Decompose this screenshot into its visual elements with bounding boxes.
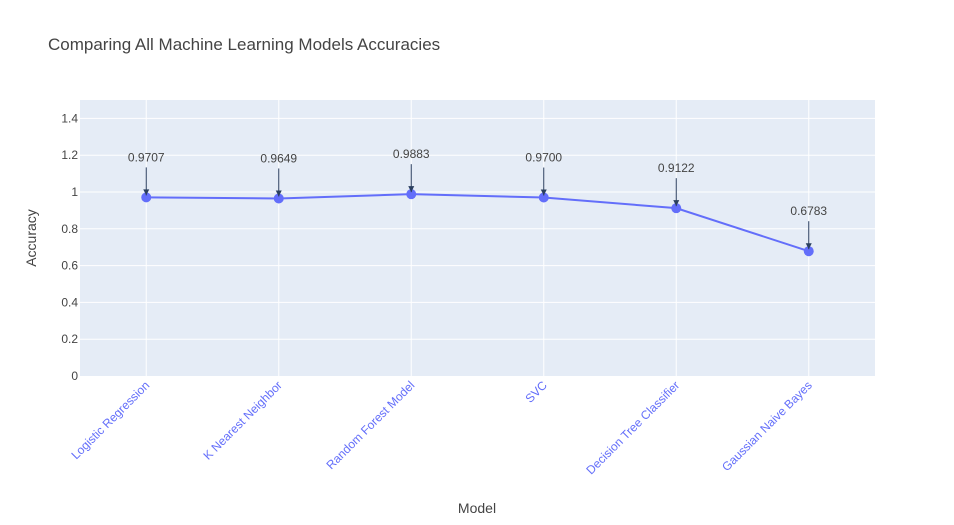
- x-tick-label: Gaussian Naive Bayes: [719, 378, 815, 474]
- x-axis-title: Model: [458, 500, 496, 516]
- data-point[interactable]: [671, 203, 682, 214]
- annotation-arrowhead: [540, 189, 547, 196]
- annotation-label: 0.9649: [260, 151, 297, 165]
- y-tick-label: 0: [71, 369, 78, 383]
- data-point[interactable]: [406, 189, 417, 200]
- data-point[interactable]: [141, 192, 152, 203]
- annotation-label: 0.9707: [128, 150, 165, 164]
- annotations: 0.9707 0.9649 0.9883 0.9700 0.9122 0.6783: [128, 147, 827, 250]
- x-tick-label: Decision Tree Classifier: [583, 378, 682, 477]
- y-axis-title: Accuracy: [23, 209, 39, 267]
- x-axis-ticks: Logistic Regression K Nearest Neighbor Ran…: [68, 378, 814, 477]
- annotation-label: 0.9883: [393, 147, 430, 161]
- annotation-arrowhead: [275, 190, 282, 197]
- data-point[interactable]: [538, 192, 549, 203]
- y-tick-label: 1.2: [61, 148, 78, 162]
- x-tick-label: Logistic Regression: [68, 378, 152, 462]
- y-tick-label: 1: [71, 185, 78, 199]
- y-tick-label: 0.8: [61, 222, 78, 236]
- annotation-arrowhead: [805, 243, 812, 250]
- series-line-group: [141, 189, 814, 257]
- y-tick-label: 0.4: [61, 295, 78, 309]
- data-point[interactable]: [803, 246, 814, 257]
- x-tick-label: SVC: [523, 378, 551, 406]
- annotation-arrowhead: [143, 189, 150, 196]
- annotation-arrowhead: [673, 200, 680, 207]
- y-tick-label: 1.4: [61, 111, 78, 125]
- y-axis-ticks: 0 0.2 0.4 0.6 0.8 1 1.2 1.4: [61, 111, 78, 383]
- y-tick-label: 0.6: [61, 259, 78, 273]
- series-line: [146, 193, 810, 253]
- annotation-arrowhead: [408, 186, 415, 193]
- x-tick-label: K Nearest Neighbor: [200, 378, 284, 462]
- annotation-label: 0.6783: [790, 204, 827, 218]
- chart-title: Comparing All Machine Learning Models Ac…: [48, 35, 440, 54]
- annotation-label: 0.9122: [658, 161, 695, 175]
- annotation-label: 0.9700: [525, 151, 562, 165]
- plot-area: [80, 100, 875, 376]
- data-point[interactable]: [273, 193, 284, 204]
- x-tick-label: Random Forest Model: [324, 378, 418, 472]
- y-tick-label: 0.2: [61, 332, 78, 346]
